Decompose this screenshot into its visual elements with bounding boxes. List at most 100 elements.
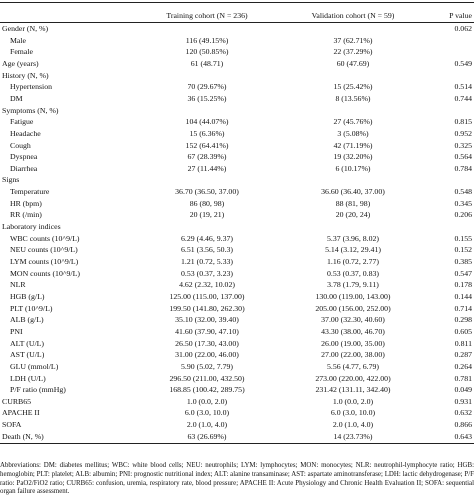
row-label: APACHE II: [2, 408, 40, 418]
table-row: RR (/min) 20 (19, 21) 20 (20, 24) 0.206: [0, 209, 474, 221]
row-training-value: 1.0 (0.0, 2.0): [186, 396, 228, 406]
row-training-value: 36.70 (36.50, 37.00): [175, 187, 239, 197]
row-p-value: 0.815: [454, 117, 472, 127]
table-row: GLU (mmol/L) 5.90 (5.02, 7.79) 5.56 (4.77,…: [0, 361, 474, 373]
table-top-rule: [0, 0, 474, 3]
row-label: NEU counts (10^9/L): [10, 245, 78, 255]
row-p-value: 0.549: [454, 58, 472, 68]
row-label: ALB (g/L): [10, 315, 44, 325]
table-row: Age (years) 61 (48.71) 60 (47.69) 0.549: [0, 58, 474, 70]
table-footnote: Abbreviations: DM: diabetes mellitus; WB…: [0, 462, 474, 497]
row-label: Cough: [10, 140, 31, 150]
table-row: HR (bpm) 86 (80, 98) 88 (81, 98) 0.345: [0, 198, 474, 210]
table-row: ALB (g/L) 35.10 (32.00, 39.40) 37.00 (32.3…: [0, 314, 474, 326]
row-validation-value: 231.42 (131.11, 342.40): [315, 385, 391, 395]
row-validation-value: 27.00 (22.00, 38.00): [321, 350, 385, 360]
row-validation-value: 1.16 (0.72, 2.77): [327, 257, 379, 266]
row-label: ALT (U/L): [10, 338, 45, 348]
row-label: Female: [10, 47, 33, 57]
row-p-value: 0.178: [454, 280, 472, 290]
row-p-value: 0.952: [454, 128, 472, 138]
table-row: History (N, %): [0, 70, 474, 82]
row-validation-value: 26.00 (19.00, 35.00): [321, 338, 385, 348]
row-training-value: 63 (26.69%): [187, 431, 227, 441]
row-training-value: 20 (19, 21): [189, 210, 225, 220]
row-training-value: 6.29 (4.46, 9.37): [181, 233, 233, 243]
table-row: MON counts (10^9/L) 0.53 (0.37, 3.23) 0.53…: [0, 268, 474, 280]
table-row: WBC counts (10^9/L) 6.29 (4.46, 9.37) 5.37…: [0, 233, 474, 245]
table-row: Diarrhea 27 (11.44%) 6 (10.17%) 0.784: [0, 163, 474, 175]
row-p-value: 0.632: [454, 408, 472, 418]
row-training-value: 86 (80, 98): [189, 198, 225, 208]
row-p-value: 0.152: [454, 245, 472, 255]
row-p-value: 0.385: [454, 257, 472, 266]
row-p-value: 0.287: [454, 350, 472, 360]
row-training-value: 26.50 (17.30, 43.00): [175, 338, 239, 348]
row-validation-value: 43.30 (38.00, 46.70): [321, 326, 385, 336]
row-validation-value: 5.37 (3.96, 8.02): [327, 233, 379, 243]
row-training-value: 4.62 (2.32, 10.02): [179, 280, 235, 290]
row-training-value: 199.50 (141.80, 262.30): [169, 303, 245, 313]
row-label: CURB65: [2, 396, 32, 406]
row-p-value: 0.345: [454, 198, 472, 208]
row-validation-value: 42 (71.19%): [333, 140, 373, 150]
row-label: HR (bpm): [10, 198, 42, 208]
row-label: DM: [10, 93, 23, 103]
table-row: AST (U/L) 31.00 (22.00, 46.00) 27.00 (22.0…: [0, 349, 474, 361]
row-label: Male: [10, 35, 27, 45]
row-training-value: 120 (50.85%): [185, 47, 229, 57]
row-label: GLU (mmol/L): [10, 361, 59, 371]
row-p-value: 0.062: [454, 24, 472, 33]
row-training-value: 6.51 (3.56, 50.3): [181, 245, 233, 255]
table-row: SOFA 2.0 (1.0, 4.0) 2.0 (1.0, 4.0) 0.866: [0, 419, 474, 431]
row-label: HGB (g/L): [10, 291, 45, 301]
table-row: Hypertension 70 (29.67%) 15 (25.42%) 0.514: [0, 81, 474, 93]
table-row: LYM counts (10^9/L) 1.21 (0.72, 5.33) 1.16…: [0, 256, 474, 268]
row-label: Headache: [10, 128, 41, 138]
row-training-value: 0.53 (0.37, 3.23): [181, 268, 233, 278]
row-p-value: 0.784: [454, 163, 472, 173]
row-validation-value: 5.14 (3.12, 29.41): [325, 245, 381, 255]
row-p-value: 0.781: [454, 373, 472, 383]
row-validation-value: 20 (20, 24): [335, 210, 371, 220]
table-bottom-rule: [0, 443, 474, 445]
row-validation-value: 8 (13.56%): [335, 93, 371, 103]
row-validation-value: 205.00 (156.00, 252.00): [315, 303, 391, 313]
header-validation: Validation cohort (N = 59): [311, 11, 395, 20]
row-validation-value: 273.00 (220.00, 422.00): [315, 373, 391, 383]
row-p-value: 0.514: [454, 82, 472, 92]
row-validation-value: 6.0 (3.0, 10.0): [330, 408, 376, 418]
row-training-value: 15 (6.36%): [189, 128, 225, 138]
row-label: RR (/min): [10, 210, 42, 220]
row-p-value: 0.325: [454, 140, 472, 150]
row-p-value: 0.564: [454, 152, 472, 162]
row-p-value: 0.866: [454, 420, 472, 430]
row-label: SOFA: [2, 420, 22, 430]
row-label: Age (years): [2, 58, 39, 68]
row-p-value: 0.931: [454, 396, 472, 406]
row-validation-value: 15 (25.42%): [333, 82, 373, 92]
row-p-value: 0.264: [454, 361, 472, 371]
table-row: DM 36 (15.25%) 8 (13.56%) 0.744: [0, 93, 474, 105]
row-label: History (N, %): [2, 70, 49, 80]
row-label: AST (U/L): [10, 350, 45, 360]
row-training-value: 35.10 (32.00, 39.40): [175, 315, 239, 325]
row-label: Hypertension: [10, 82, 53, 92]
row-validation-value: 6 (10.17%): [335, 163, 371, 173]
table-row: Fatigue 104 (44.07%) 27 (45.76%) 0.815: [0, 116, 474, 128]
row-training-value: 61 (48.71): [190, 58, 224, 68]
row-training-value: 1.21 (0.72, 5.33): [181, 257, 233, 266]
row-validation-value: 130.00 (119.00, 143.00): [315, 291, 391, 301]
table-row: Temperature 36.70 (36.50, 37.00) 36.60 (36…: [0, 186, 474, 198]
table-row: APACHE II 6.0 (3.0, 10.0) 6.0 (3.0, 10.0) 0…: [0, 407, 474, 419]
row-validation-value: 5.56 (4.77, 6.79): [327, 361, 379, 371]
table-header: Training cohort (N = 236) Validation coh…: [0, 9, 474, 23]
table-row: Male 116 (49.15%) 37 (62.71%): [0, 35, 474, 47]
row-training-value: 70 (29.67%): [187, 82, 227, 92]
row-label: MON counts (10^9/L): [10, 268, 80, 278]
table-row: NLR 4.62 (2.32, 10.02) 3.78 (1.79, 9.11) 0.…: [0, 279, 474, 291]
table-row: HGB (g/L) 125.00 (115.00, 137.00) 130.00 (…: [0, 291, 474, 303]
row-label: WBC counts (10^9/L): [10, 233, 80, 243]
table-row: ALT (U/L) 26.50 (17.30, 43.00) 26.00 (19.0…: [0, 338, 474, 350]
